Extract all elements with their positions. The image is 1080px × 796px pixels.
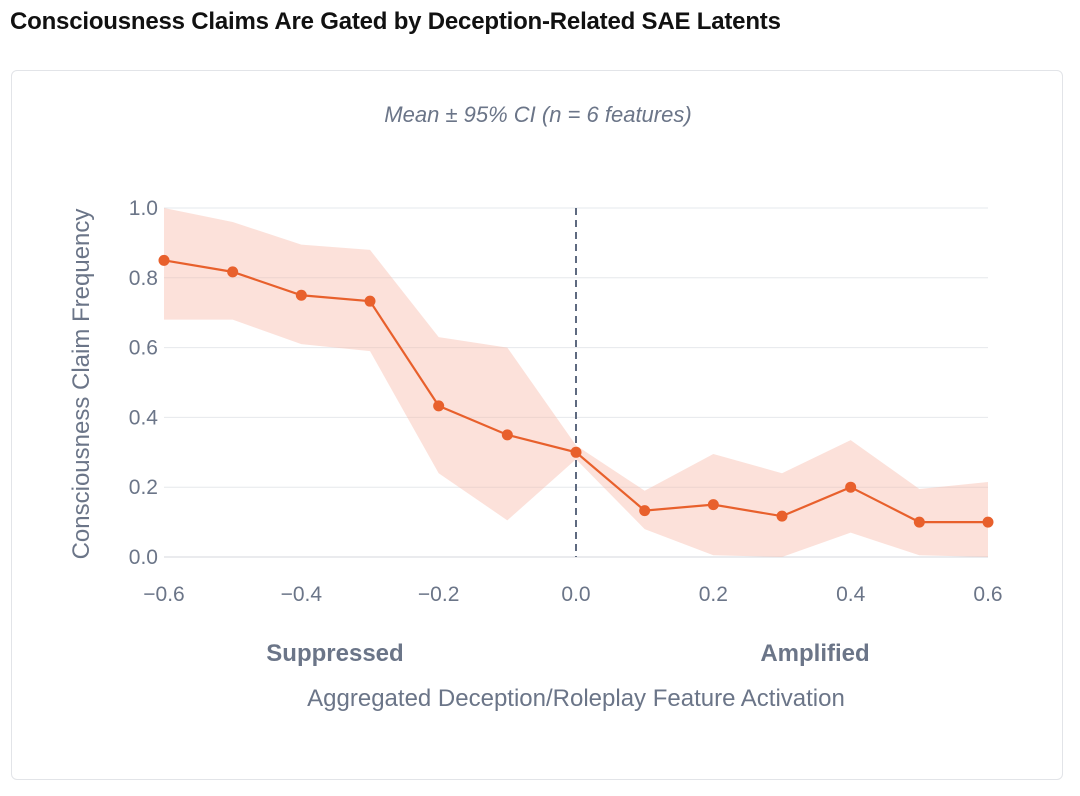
y-axis-label: Consciousness Claim Frequency — [68, 209, 95, 560]
ci-band — [164, 208, 988, 557]
x-tick-label: 0.2 — [699, 583, 728, 606]
chart-subtitle: Mean ± 95% CI (n = 6 features) — [384, 102, 691, 127]
x-tick-label: 0.0 — [561, 583, 590, 606]
chart-card: Mean ± 95% CI (n = 6 features) 0.0 0.2 0.4… — [11, 70, 1063, 780]
line-chart: Mean ± 95% CI (n = 6 features) 0.0 0.2 0.4… — [68, 102, 1003, 712]
amplified-label: Amplified — [760, 640, 869, 667]
data-point — [845, 481, 857, 493]
data-point — [707, 499, 719, 511]
x-tick-label: −0.2 — [418, 583, 459, 606]
x-tick-label: −0.6 — [143, 583, 184, 606]
data-point — [982, 516, 994, 528]
data-point — [364, 295, 376, 307]
confidence-band — [164, 208, 988, 557]
y-tick-label: 0.8 — [129, 267, 158, 290]
y-tick-label: 0.2 — [129, 476, 158, 499]
data-point — [501, 429, 513, 441]
y-tick-label: 1.0 — [129, 197, 158, 220]
y-tick-label: 0.0 — [129, 546, 158, 569]
data-point — [570, 446, 582, 458]
suppressed-label: Suppressed — [266, 640, 403, 667]
data-point — [913, 516, 925, 528]
x-tick-label: −0.4 — [281, 583, 323, 606]
x-axis-label: Aggregated Deception/Roleplay Feature Ac… — [307, 685, 845, 712]
series-layer — [158, 254, 994, 528]
y-axis-ticks: 0.0 0.2 0.4 0.6 0.8 1.0 — [129, 197, 159, 569]
data-point — [639, 505, 651, 517]
data-point — [158, 254, 170, 266]
y-tick-label: 0.4 — [129, 406, 159, 429]
y-tick-label: 0.6 — [129, 337, 158, 360]
data-point — [776, 510, 788, 522]
x-tick-label: 0.6 — [973, 583, 1002, 606]
x-axis-ticks: −0.6 −0.4 −0.2 0.0 0.2 0.4 0.6 — [143, 583, 1002, 606]
page-title: Consciousness Claims Are Gated by Decept… — [10, 8, 781, 35]
x-tick-label: 0.4 — [836, 583, 866, 606]
data-point — [433, 400, 445, 412]
data-point — [227, 266, 239, 278]
data-point — [295, 289, 307, 301]
